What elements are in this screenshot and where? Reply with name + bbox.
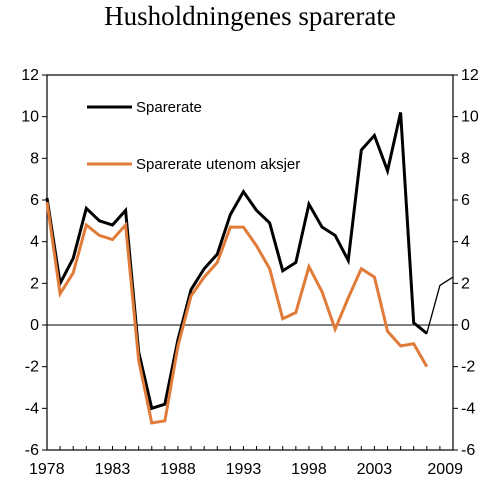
- axes: -6 -4 -2 0 2 4 6 8 10 12 -6 -4 -2 0 2 4 6 8 10 12 1978 1983 19…: [21, 67, 479, 478]
- y-tick-label-left: -6: [25, 442, 39, 459]
- y-tick-label-left: 10: [21, 109, 39, 126]
- x-tick-label: 2009: [427, 461, 463, 478]
- series-line-sparerate-utenom-aksjer: [45, 201, 429, 425]
- y-tick-label-right: 12: [461, 67, 479, 84]
- y-tick-label-right: 10: [461, 109, 479, 126]
- y-tick-label-left: 8: [30, 150, 39, 167]
- y-tick-label-right: -4: [461, 400, 475, 417]
- plot-frame: [46, 74, 454, 451]
- x-tick-label: 1988: [160, 461, 196, 478]
- y-tick-label-right: -2: [461, 359, 475, 376]
- y-tick-label-left: 6: [30, 192, 39, 209]
- y-tick-label-left: 4: [30, 234, 39, 251]
- y-tick-label-right: 2: [461, 275, 470, 292]
- legend: Sparerate Sparerate utenom aksjer: [87, 99, 300, 173]
- x-tick-label: 1983: [95, 461, 131, 478]
- y-tick-label-right: 4: [461, 234, 470, 251]
- x-tick-label: 1978: [29, 461, 65, 478]
- legend-label: Sparerate utenom aksjer: [136, 156, 300, 173]
- y-tick-label-left: 0: [30, 317, 39, 334]
- y-tick-label-left: -2: [25, 359, 39, 376]
- legend-label: Sparerate: [136, 99, 202, 116]
- x-tick-label: 2003: [357, 461, 393, 478]
- y-tick-label-left: 12: [21, 67, 39, 84]
- y-tick-label-right: 0: [461, 317, 470, 334]
- y-tick-label-right: 6: [461, 192, 470, 209]
- y-tick-label-right: 8: [461, 150, 470, 167]
- y-tick-label-left: -4: [25, 400, 39, 417]
- x-tick-label: 1998: [291, 461, 327, 478]
- series-line-extension: [413, 276, 454, 335]
- chart-title: Husholdningenes sparerate: [104, 1, 396, 31]
- plot-lines: [45, 112, 454, 425]
- x-tick-label: 1993: [226, 461, 262, 478]
- y-tick-label-right: -6: [461, 442, 475, 459]
- series-line-sparerate: [45, 112, 428, 411]
- y-tick-label-left: 2: [30, 275, 39, 292]
